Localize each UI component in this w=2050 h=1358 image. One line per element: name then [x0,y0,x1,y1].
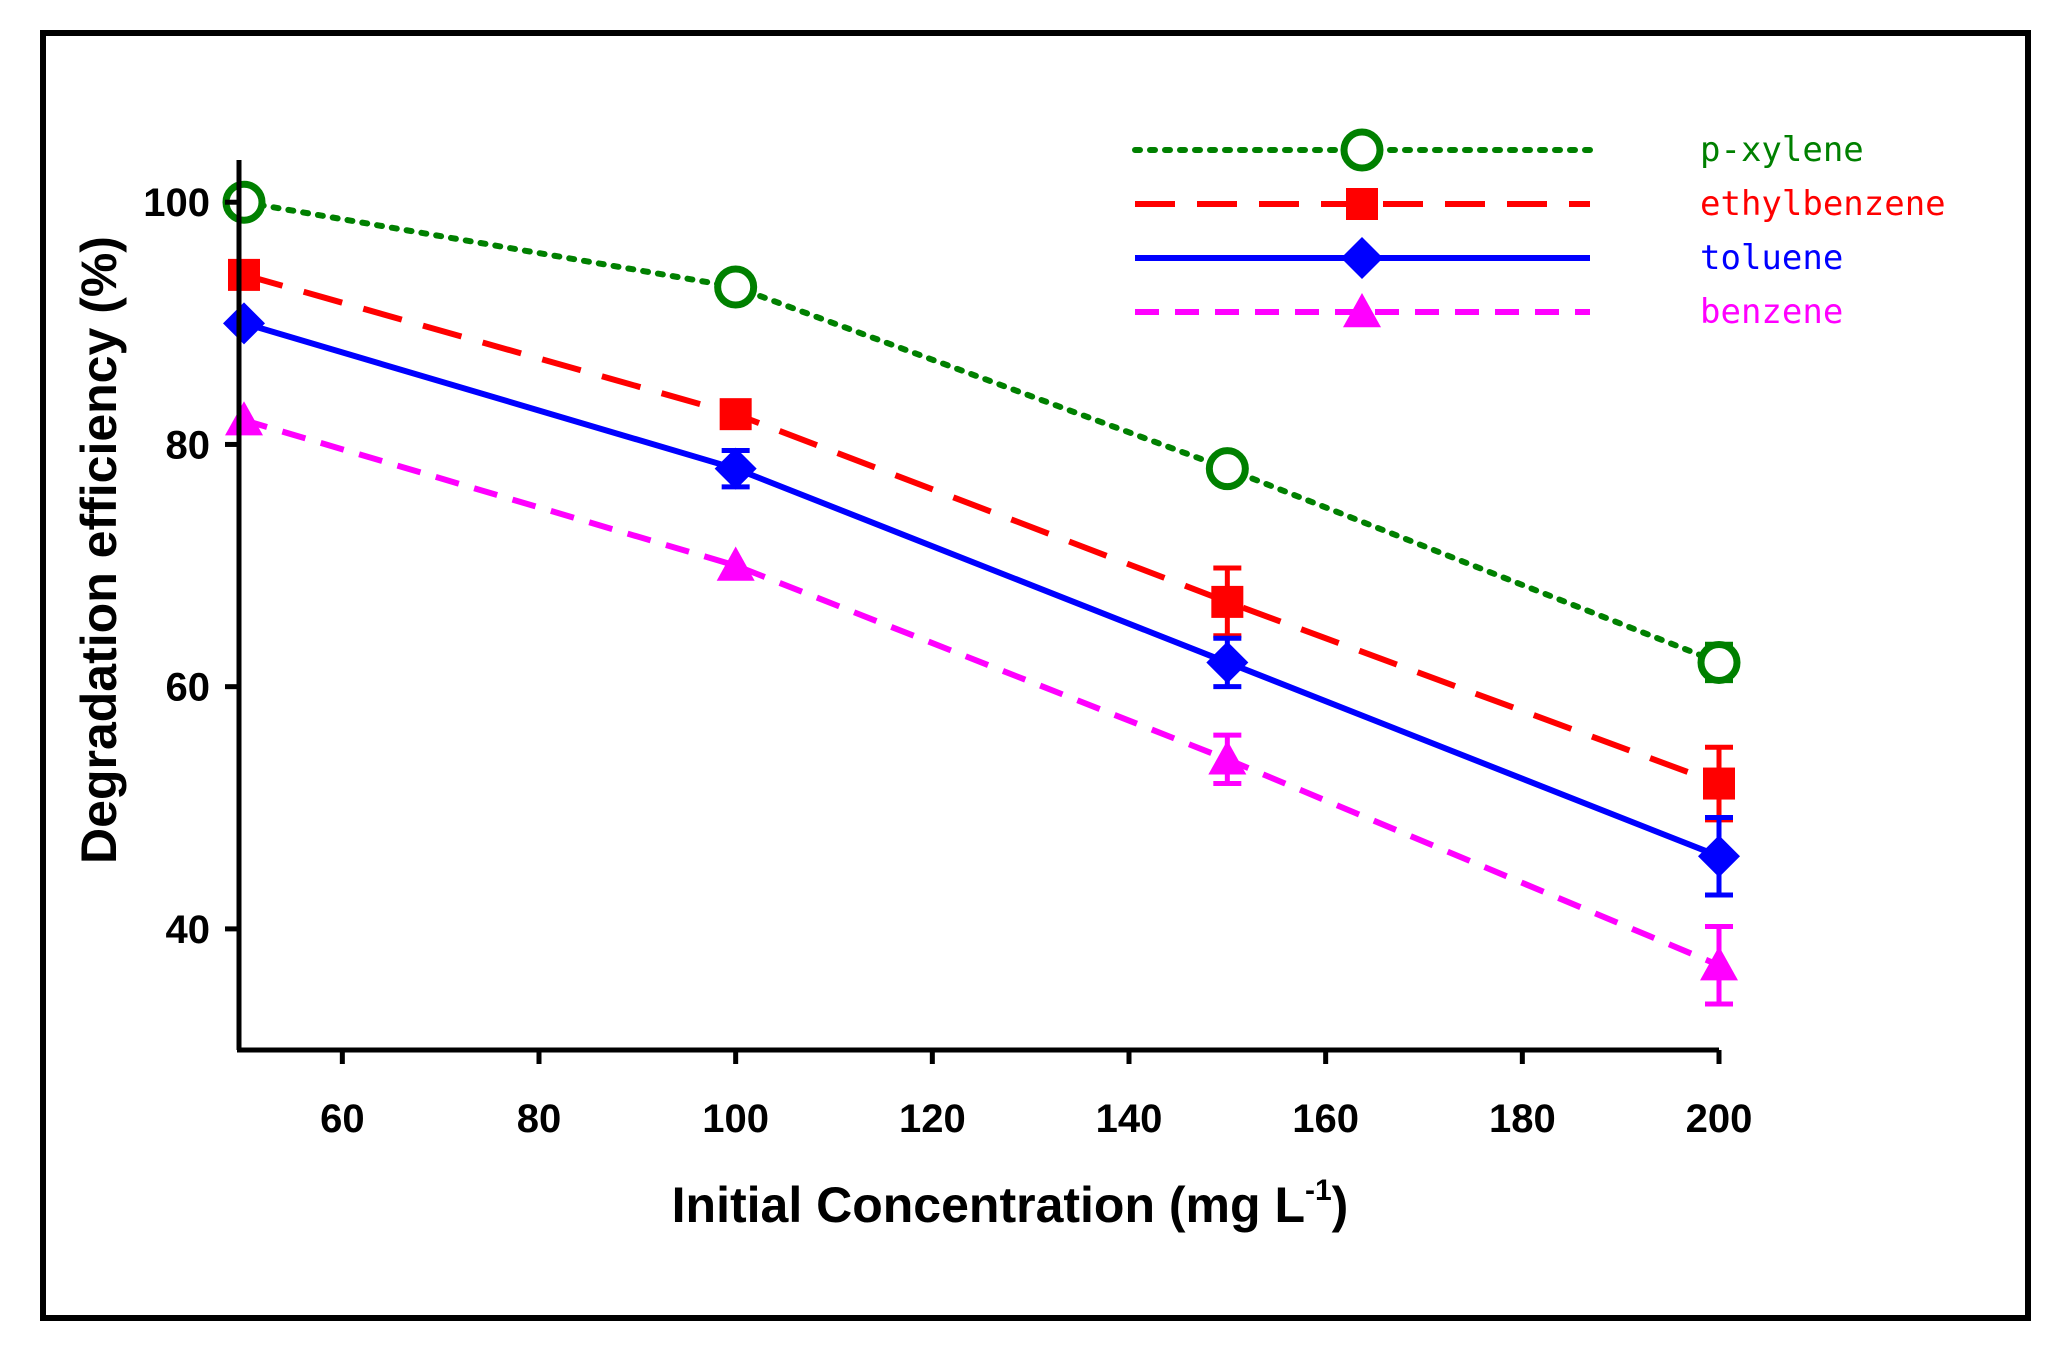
legend: p-xylene ethylbenzene toluene benzene [1132,128,1946,332]
data-point-p-xylene [714,265,758,309]
plot-area: 60 80 100 120 140 160 180 200 40 60 80 100 [143,160,1752,1141]
series-line-toluene [243,320,1721,860]
legend-label-ethylbenzene: ethylbenzene [1700,184,1946,224]
legend-label-toluene: toluene [1700,238,1843,278]
x-tick-label: 200 [1686,1097,1753,1141]
data-point-toluene [223,302,265,345]
legend-marker-toluene [1341,237,1383,279]
legend-item-benzene: benzene [1135,292,1843,332]
y-tick-label: 40 [166,908,211,952]
data-point-ethylbenzene [228,258,260,291]
data-point-benzene [225,401,263,436]
legend-marker-p-xylene [1340,128,1384,172]
data-point-p-xylene [1697,640,1741,684]
data-point-ethylbenzene [1211,585,1244,618]
x-axis-title: Initial Concentration (mg L-1) [672,1174,1349,1233]
legend-label-benzene: benzene [1700,292,1843,332]
series-line-ethylbenzene [243,272,1721,787]
series-line-p-xylene [241,199,1722,666]
y-tick-label: 100 [143,181,210,225]
data-point-toluene [1698,835,1740,878]
series-p-xylene [222,180,1741,684]
data-point-benzene [1208,740,1247,775]
y-tick-label: 60 [166,666,211,710]
data-point-p-xylene [1205,447,1249,491]
data-point-ethylbenzene [1703,767,1735,800]
legend-item-p-xylene: p-xylene [1132,128,1864,172]
legend-label-p-xylene: p-xylene [1700,130,1864,170]
x-ticks: 60 80 100 120 140 160 180 200 [320,1050,1752,1141]
data-point-toluene [1206,641,1249,684]
figure-frame [40,30,2031,1321]
data-point-benzene [716,546,755,581]
series-benzene [225,401,1738,1007]
legend-item-ethylbenzene: ethylbenzene [1135,184,1946,224]
x-tick-label: 180 [1489,1097,1556,1141]
legend-marker-benzene [1343,293,1381,328]
series-toluene [223,302,1740,898]
series-layer [222,180,1741,1007]
x-tick-label: 120 [899,1097,966,1141]
x-tick-label: 60 [320,1097,365,1141]
legend-item-toluene: toluene [1135,237,1843,279]
data-point-benzene [1700,946,1738,981]
y-tick-label: 80 [166,423,211,467]
data-point-toluene [714,447,757,490]
legend-marker-ethylbenzene [1346,188,1378,220]
y-ticks: 40 60 80 100 [143,181,239,952]
y-axis-title: Degradation efficiency (%) [71,236,127,864]
data-point-ethylbenzene [719,398,752,431]
series-line-benzene [243,417,1721,968]
x-tick-label: 160 [1292,1097,1359,1141]
x-tick-label: 140 [1096,1097,1163,1141]
x-tick-label: 80 [517,1097,562,1141]
x-tick-label: 100 [702,1097,769,1141]
